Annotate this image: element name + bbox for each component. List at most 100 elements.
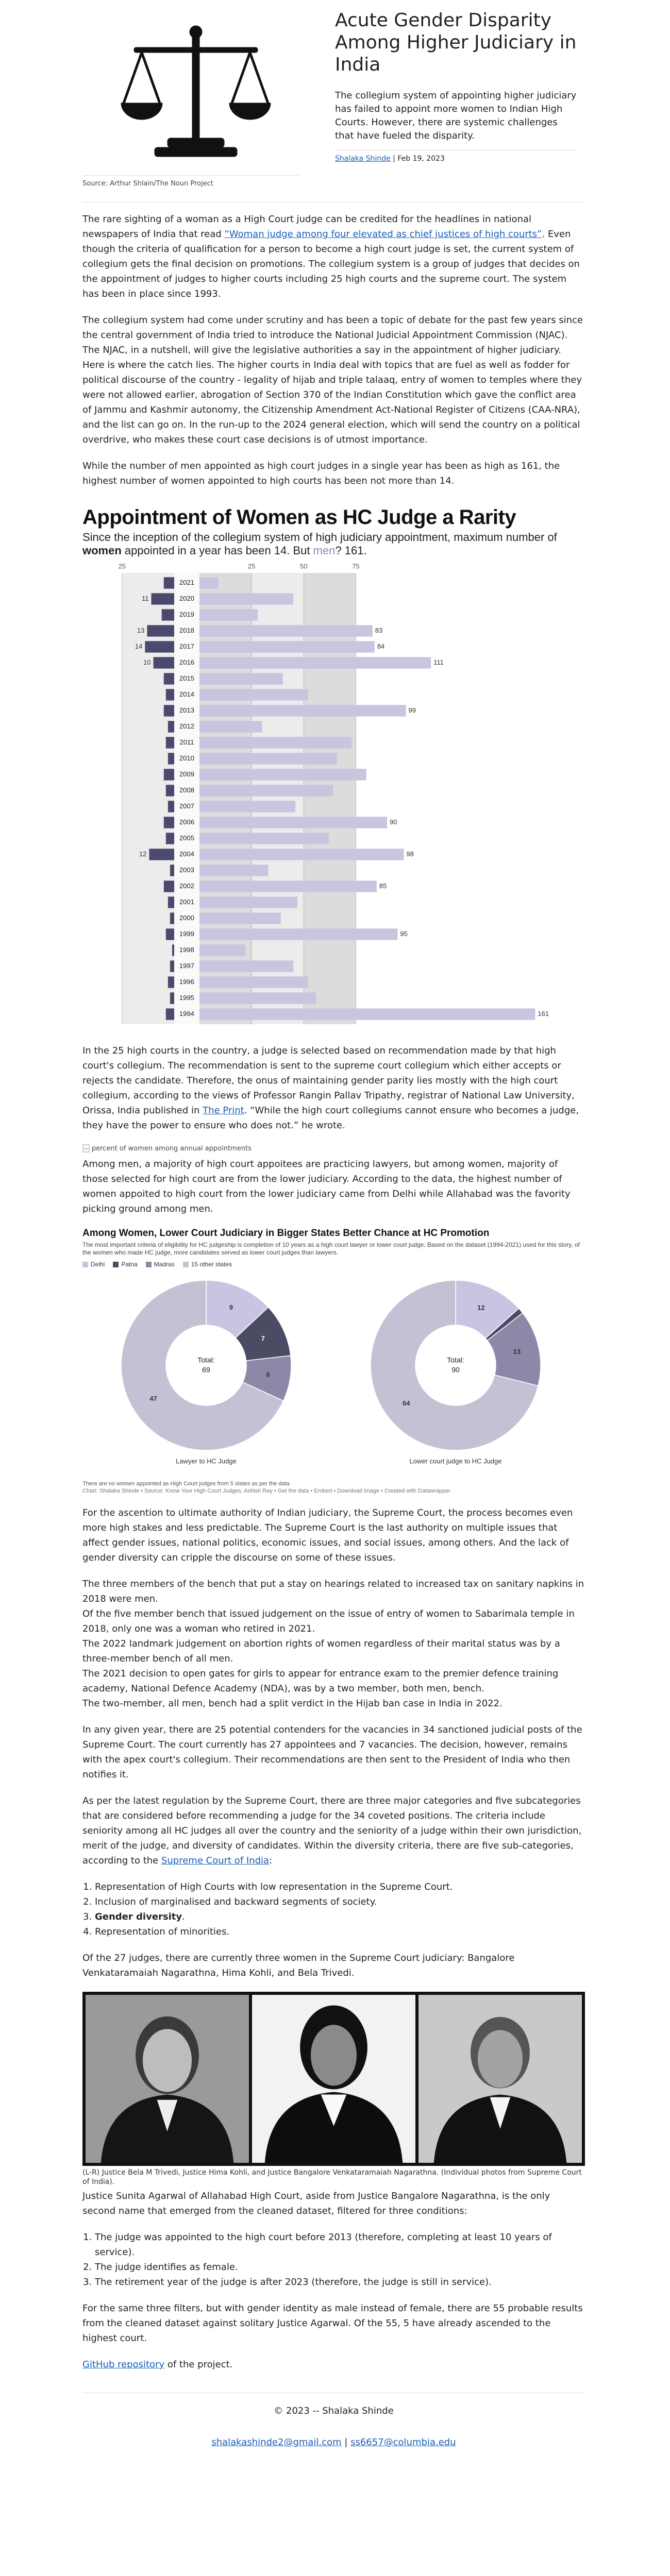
y-tick-label: 2017 bbox=[179, 642, 194, 650]
bar bbox=[199, 625, 373, 637]
paragraph: In the 25 high courts in the country, a … bbox=[82, 1043, 585, 1133]
bar bbox=[167, 896, 174, 908]
link[interactable]: “Woman judge among four elevated as chie… bbox=[224, 229, 542, 240]
data-label: 47 bbox=[149, 1395, 157, 1402]
bar bbox=[170, 960, 174, 972]
list-item: Gender diversity. bbox=[95, 1909, 585, 1924]
y-tick-label: 2007 bbox=[179, 802, 194, 810]
y-tick-label: 1994 bbox=[179, 1010, 194, 1018]
bar bbox=[199, 880, 377, 892]
bar bbox=[145, 641, 174, 653]
supreme-court: For the ascention to ultimate authority … bbox=[82, 1505, 585, 1565]
y-tick-label: 1995 bbox=[179, 994, 194, 1002]
text: of the project. bbox=[164, 2359, 233, 2370]
bar bbox=[199, 785, 333, 796]
text: As per the latest regulation by the Supr… bbox=[82, 1795, 582, 1866]
scales-icon bbox=[121, 25, 271, 157]
photo bbox=[252, 1995, 418, 2163]
text: The retirement year of the judge is afte… bbox=[95, 2277, 492, 2287]
y-tick-label: 2003 bbox=[179, 866, 194, 874]
list-item: The judge was appointed to the high cour… bbox=[95, 2230, 585, 2260]
total-label: Total: bbox=[197, 1356, 214, 1364]
email-link[interactable]: shalakashinde2@gmail.com bbox=[211, 2437, 342, 2448]
data-label: 14 bbox=[135, 642, 142, 650]
legend-swatch bbox=[182, 1261, 189, 1267]
legend-entry: Madras bbox=[145, 1261, 175, 1268]
cases: The three members of the bench that put … bbox=[82, 1577, 585, 1711]
header: Source: Arthur Shlain/The Noun Project A… bbox=[82, 0, 585, 202]
date: Feb 19, 2023 bbox=[397, 155, 445, 163]
conditions-list: The judge was appointed to the high cour… bbox=[82, 2230, 585, 2290]
paragraph: GitHub repository of the project. bbox=[82, 2357, 585, 2372]
data-label: 111 bbox=[433, 658, 444, 666]
data-label: 98 bbox=[406, 850, 413, 858]
text: In any given year, there are 25 potentia… bbox=[82, 1724, 582, 1780]
author-link[interactable]: Shalaka Shinde bbox=[335, 155, 391, 163]
text: Among men, a majority of high court appo… bbox=[82, 1159, 571, 1214]
text: Of the 27 judges, there are currently th… bbox=[82, 1953, 515, 1978]
bar bbox=[147, 625, 174, 637]
bar bbox=[199, 769, 366, 781]
y-tick-label: 2012 bbox=[179, 722, 194, 730]
bar bbox=[163, 880, 174, 892]
bar bbox=[199, 673, 283, 685]
y-tick-label: 2020 bbox=[179, 595, 194, 602]
bar bbox=[153, 657, 174, 669]
y-tick-label: 1996 bbox=[179, 978, 194, 986]
donut-label: Lawyer to HC Judge bbox=[176, 1457, 237, 1465]
bar bbox=[165, 928, 174, 940]
data-label: 6 bbox=[266, 1371, 270, 1379]
bold-text: women bbox=[82, 544, 122, 557]
center-band bbox=[174, 573, 199, 1024]
broken-image-icon bbox=[82, 1144, 90, 1153]
article: Source: Arthur Shlain/The Noun Project A… bbox=[82, 0, 585, 2468]
intro: The rare sighting of a woman as a High C… bbox=[82, 212, 585, 488]
bar bbox=[151, 593, 174, 605]
bar bbox=[165, 1008, 174, 1020]
email-link[interactable]: ss6657@columbia.edu bbox=[350, 2437, 456, 2448]
y-tick-label: 2004 bbox=[179, 850, 194, 858]
bar bbox=[199, 753, 338, 765]
text: For the same three filters, but with gen… bbox=[82, 2303, 583, 2344]
recommendation: In the 25 high courts in the country, a … bbox=[82, 1043, 585, 1133]
bar bbox=[199, 912, 281, 924]
case-line: The three members of the bench that put … bbox=[82, 1579, 584, 1604]
chart-title: Appointment of Women as HC Judge a Rarit… bbox=[82, 506, 516, 529]
bar bbox=[199, 657, 431, 669]
paragraph: In any given year, there are 25 potentia… bbox=[82, 1722, 585, 1782]
data-label: 85 bbox=[379, 882, 387, 890]
bar bbox=[165, 737, 174, 749]
bar bbox=[199, 737, 352, 749]
text: : bbox=[269, 1855, 273, 1866]
bar bbox=[199, 944, 246, 956]
link[interactable]: The Print bbox=[203, 1105, 244, 1116]
y-tick-label: 2019 bbox=[179, 611, 194, 618]
chart-credit: Chart: Shalaka Shinde • Source: Know You… bbox=[82, 1488, 450, 1494]
photo bbox=[86, 1995, 252, 2163]
y-tick-label: 2011 bbox=[180, 738, 194, 746]
x-tick-label: 25 bbox=[248, 562, 255, 570]
legend-swatch bbox=[82, 1261, 88, 1267]
data-label: 9 bbox=[229, 1303, 233, 1311]
band bbox=[199, 573, 252, 1024]
bar bbox=[199, 960, 294, 972]
list-item: Representation of minorities. bbox=[95, 1924, 585, 1939]
donut-label: Lower court judge to HC Judge bbox=[409, 1457, 501, 1465]
bar bbox=[167, 976, 174, 988]
link[interactable]: GitHub repository bbox=[82, 2359, 165, 2370]
summary: The collegium system of appointing highe… bbox=[335, 90, 577, 141]
data-label: 12 bbox=[477, 1303, 484, 1311]
link[interactable]: Supreme Court of India bbox=[161, 1855, 270, 1866]
bar bbox=[170, 865, 174, 876]
paragraph: Justice Sunita Agarwal of Allahabad High… bbox=[82, 2189, 585, 2218]
bar bbox=[199, 896, 298, 908]
legend-label: Madras bbox=[154, 1261, 175, 1268]
data-label: 12 bbox=[139, 850, 146, 858]
case-line: The 2021 decision to open gates for girl… bbox=[82, 1668, 559, 1694]
bar bbox=[165, 833, 174, 844]
text: The rare sighting of a woman as a High C… bbox=[82, 214, 532, 240]
bar bbox=[199, 801, 296, 812]
list-item: Inclusion of marginalised and backward s… bbox=[95, 1894, 585, 1909]
legend: Delhi Patna Madras 15 other states bbox=[82, 1261, 585, 1268]
